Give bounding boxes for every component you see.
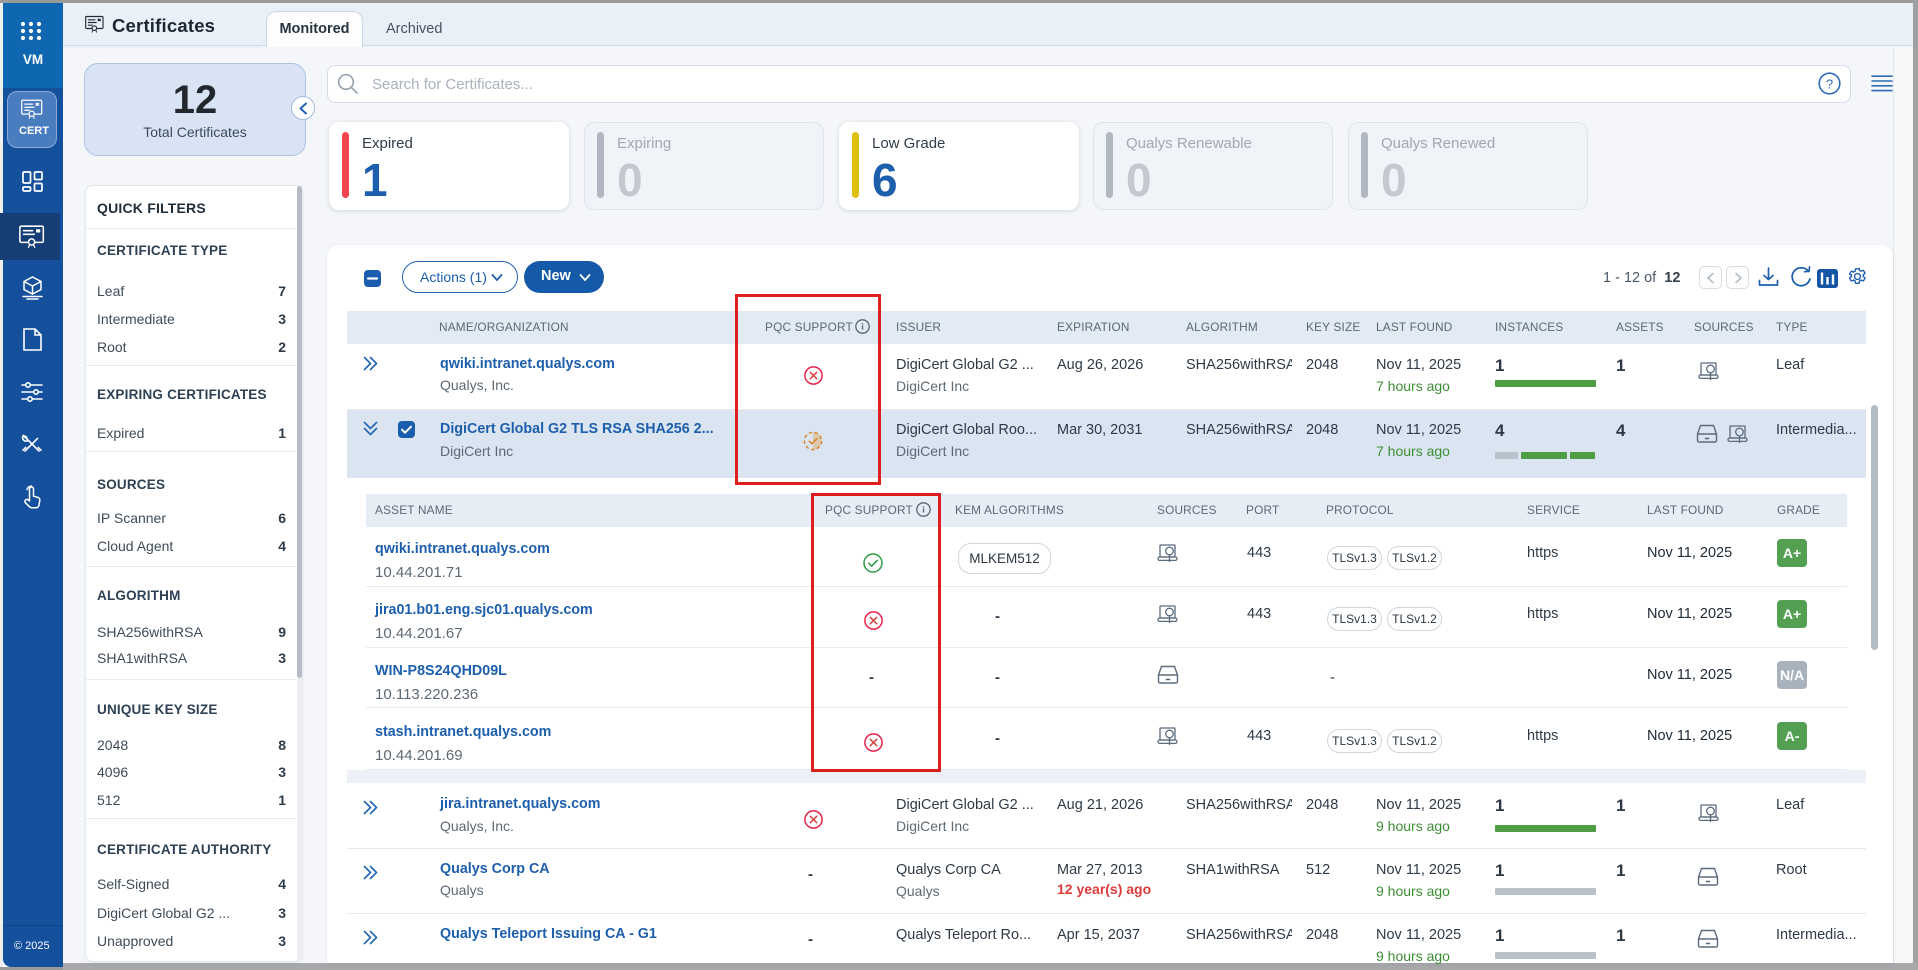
svg-text:?: ? bbox=[1826, 76, 1833, 91]
